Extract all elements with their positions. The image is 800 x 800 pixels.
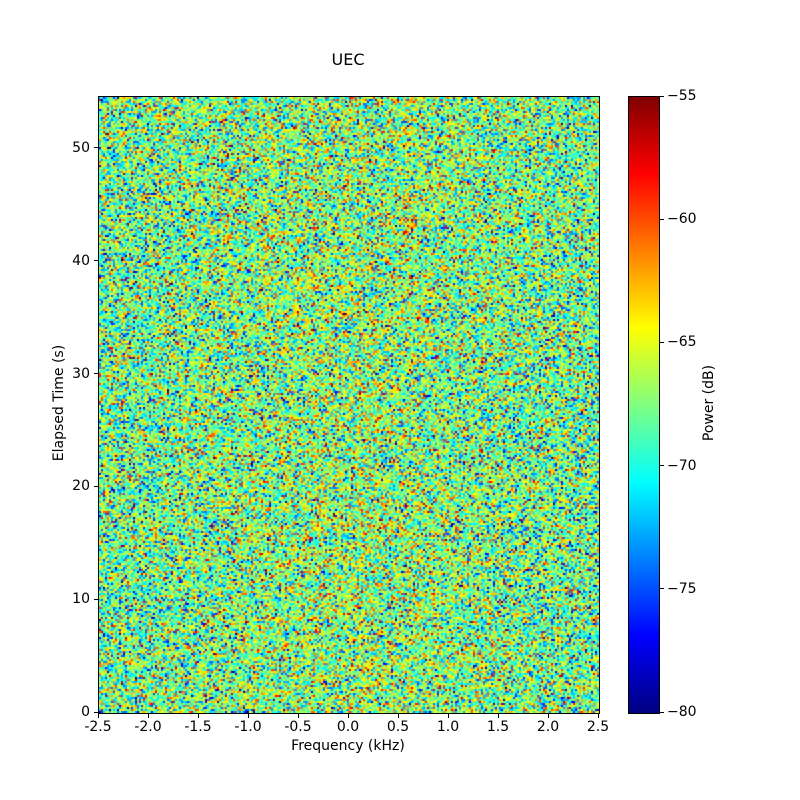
colorbar-tick-mark — [660, 95, 664, 97]
y-tick-label: 10 — [72, 591, 90, 608]
y-tick-label: 30 — [72, 365, 90, 382]
x-tick-label: -0.5 — [284, 719, 312, 735]
colorbar-tick-label: −65 — [667, 334, 697, 351]
chart-title: UEC — [331, 50, 365, 69]
y-tick-label: 50 — [72, 139, 90, 156]
x-tick-mark — [297, 714, 299, 718]
colorbar-tick-label: −75 — [667, 580, 697, 597]
x-tick-mark — [547, 714, 549, 718]
colorbar-tick-label: −70 — [667, 457, 697, 474]
colorbar-tick-mark — [660, 588, 664, 590]
colorbar-label: Power (dB) — [701, 364, 717, 442]
y-tick-mark — [94, 260, 98, 262]
x-tick-label: -1.0 — [234, 719, 262, 735]
colorbar-tick-mark — [660, 341, 664, 343]
y-tick-mark — [94, 373, 98, 375]
x-tick-mark — [447, 714, 449, 718]
x-tick-mark — [247, 714, 249, 718]
y-tick-label: 20 — [72, 478, 90, 495]
x-tick-label: -1.5 — [184, 719, 212, 735]
colorbar-tick-mark — [660, 711, 664, 713]
y-tick-mark — [94, 485, 98, 487]
colorbar — [628, 96, 660, 714]
y-axis-label: Elapsed Time (s) — [51, 344, 67, 462]
x-tick-label: -2.5 — [84, 719, 112, 735]
y-tick-label: 40 — [72, 252, 90, 269]
plot-area — [98, 96, 600, 714]
x-tick-label: 0.5 — [386, 719, 410, 735]
x-tick-label: 1.0 — [436, 719, 460, 735]
x-tick-mark — [97, 714, 99, 718]
x-axis-label: Frequency (kHz) — [291, 738, 405, 754]
x-tick-label: 2.5 — [586, 719, 610, 735]
y-tick-label: 0 — [81, 704, 90, 720]
colorbar-tick-mark — [660, 465, 664, 467]
colorbar-tick-label: −55 — [667, 88, 697, 104]
colorbar-tick-mark — [660, 218, 664, 220]
x-tick-mark — [397, 714, 399, 718]
colorbar-tick-label: −80 — [667, 704, 697, 720]
y-tick-mark — [94, 598, 98, 600]
x-tick-label: -2.0 — [134, 719, 162, 735]
x-tick-mark — [497, 714, 499, 718]
x-tick-mark — [197, 714, 199, 718]
x-tick-label: 0.0 — [336, 719, 360, 735]
x-tick-label: 2.0 — [536, 719, 560, 735]
y-tick-mark — [94, 147, 98, 149]
x-tick-mark — [597, 714, 599, 718]
x-tick-mark — [347, 714, 349, 718]
x-tick-mark — [147, 714, 149, 718]
spectrogram-canvas — [99, 97, 599, 713]
x-tick-label: 1.5 — [486, 719, 510, 735]
colorbar-tick-label: −60 — [667, 211, 697, 228]
y-tick-mark — [94, 711, 98, 713]
